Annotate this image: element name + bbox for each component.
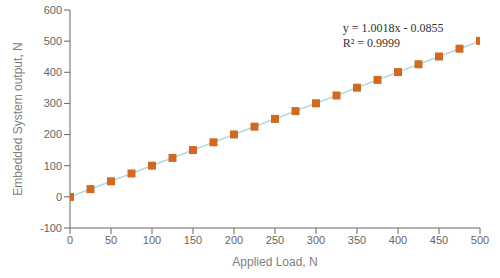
svg-text:500: 500 xyxy=(471,234,489,246)
svg-text:100: 100 xyxy=(44,160,62,172)
svg-text:300: 300 xyxy=(44,97,62,109)
svg-text:100: 100 xyxy=(143,234,161,246)
svg-text:500: 500 xyxy=(44,35,62,47)
svg-text:300: 300 xyxy=(307,234,325,246)
svg-text:250: 250 xyxy=(266,234,284,246)
svg-text:200: 200 xyxy=(225,234,243,246)
svg-text:150: 150 xyxy=(184,234,202,246)
svg-text:0: 0 xyxy=(67,234,73,246)
svg-text:-100: -100 xyxy=(40,222,62,234)
svg-text:50: 50 xyxy=(105,234,117,246)
html-text:R² = 0.9999: R² = 0.9999 xyxy=(342,36,400,51)
svg-text:400: 400 xyxy=(44,66,62,78)
svg-text:450: 450 xyxy=(430,234,448,246)
html-text:y = 1.0018x - 0.0855: y = 1.0018x - 0.0855 xyxy=(342,21,444,36)
svg-text:350: 350 xyxy=(348,234,366,246)
svg-text:Embedded System output, N: Embedded System output, N xyxy=(11,42,25,195)
svg-text:0: 0 xyxy=(56,191,62,203)
svg-text:200: 200 xyxy=(44,128,62,140)
svg-text:400: 400 xyxy=(389,234,407,246)
svg-text:600: 600 xyxy=(44,4,62,16)
svg-text:Applied Load, N: Applied Load, N xyxy=(232,255,317,269)
